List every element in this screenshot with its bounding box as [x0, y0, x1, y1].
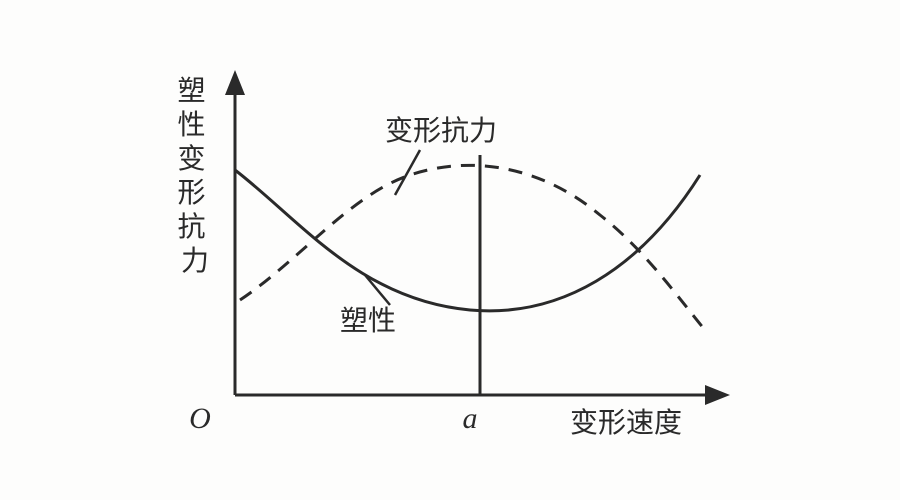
- dashed-series-label: 变形抗力: [385, 115, 497, 147]
- y-axis-label-char: 变: [177, 143, 205, 175]
- chart-svg: 塑 性 变 形 抗 力 变形抗力 塑性 O a 变形速度: [0, 0, 900, 500]
- x-axis-label: 变形速度: [570, 407, 682, 439]
- y-axis-label-char: 性: [177, 109, 205, 141]
- series-dashed: [240, 165, 705, 330]
- origin-label: O: [189, 402, 211, 435]
- chart-container: 塑 性 变 形 抗 力 变形抗力 塑性 O a 变形速度: [0, 0, 900, 500]
- solid-series-label: 塑性: [340, 305, 396, 337]
- y-axis-label-char: 抗: [177, 211, 205, 243]
- x-axis-arrow-icon: [705, 385, 730, 405]
- series-solid: [235, 170, 700, 311]
- solid-label-leader: [365, 275, 390, 305]
- y-axis-label: 塑 性 变 形 抗 力: [177, 75, 212, 277]
- x-tick-label: a: [463, 402, 478, 435]
- y-axis-label-char: 形: [177, 177, 205, 209]
- y-axis-arrow-icon: [225, 70, 245, 95]
- y-axis-label-char: 塑: [177, 75, 205, 107]
- y-axis-label-char: 力: [181, 245, 209, 277]
